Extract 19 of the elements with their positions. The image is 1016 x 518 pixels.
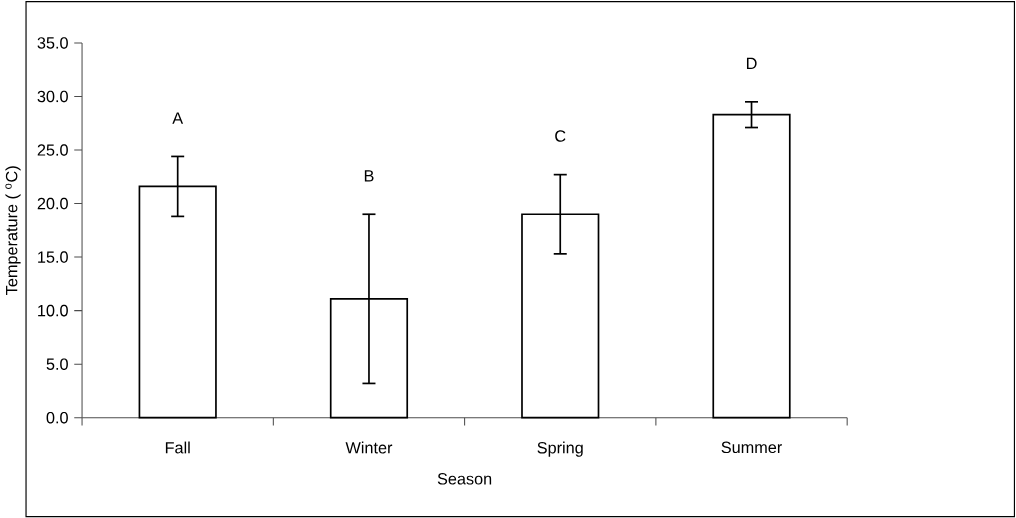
x-tick-label: Winter [345, 441, 393, 454]
annotation: C [555, 130, 566, 142]
y-axis-title: Temperature ( $^{o}$C) [5, 166, 21, 295]
x-axis-title: Season [437, 472, 492, 485]
y-tick-label: 0.0 [46, 411, 68, 424]
y-tick-label: 5.0 [46, 358, 68, 370]
x-tick-label: Spring [537, 441, 583, 457]
y-tick-label: 25.0 [37, 144, 68, 156]
x-tick-label: Summer [721, 441, 782, 454]
y-tick-label: 10.0 [38, 304, 68, 317]
annotation: A [172, 112, 184, 124]
annotation: D [746, 57, 757, 69]
bar [138, 185, 217, 419]
y-tick-label: 20.0 [37, 197, 68, 210]
y-tick-label: 15.0 [38, 251, 68, 263]
y-tick-label: 30.0 [37, 90, 68, 103]
annotation: B [364, 170, 374, 182]
y-tick-label: 35.0 [37, 37, 68, 49]
x-tick-label: Fall [165, 441, 190, 454]
